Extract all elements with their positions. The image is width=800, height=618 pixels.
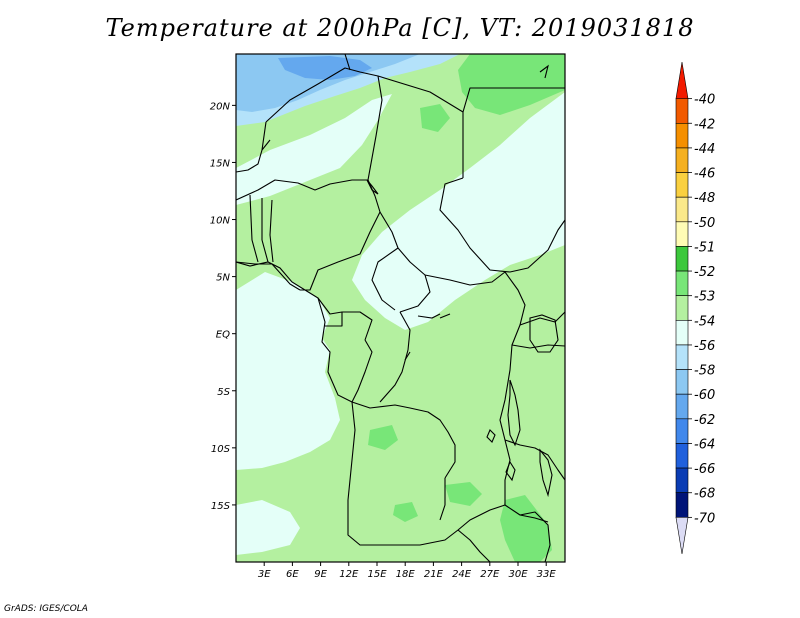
lat-tick-label: 10N [210, 216, 231, 227]
field-patch-south1 [445, 482, 482, 506]
colorbar-label: -53 [694, 290, 715, 305]
colorbar-swatch [675, 221, 689, 247]
colorbar-swatch [675, 418, 689, 444]
colorbar-label: -66 [694, 462, 715, 477]
lon-tick-label: 3E [258, 569, 271, 580]
colorbar-label: -60 [694, 388, 715, 403]
field-patch-south2 [500, 495, 552, 562]
lon-tick-label: 27E [480, 569, 500, 580]
colorbar-label: -68 [694, 487, 715, 502]
colorbar-swatch [675, 369, 689, 395]
lat-tick-label: 5N [216, 273, 230, 284]
field-north-medblue [278, 56, 372, 80]
field-sahel-cyan [236, 94, 392, 205]
colorbar-label: -48 [694, 191, 715, 206]
coastlines-lakes [236, 64, 559, 523]
colorbar-label: -50 [694, 216, 715, 231]
grads-credit: GrADS: IGES/COLA [4, 604, 88, 614]
colorbar-label: -46 [694, 167, 715, 182]
field-north-blue [236, 54, 420, 112]
colorbar-swatch [675, 492, 689, 518]
lat-tick-label: 15N [210, 158, 231, 169]
lon-tick-label: 21E [424, 569, 444, 580]
lat-tick-label: 5S [217, 387, 230, 398]
lat-tick-label: 20N [210, 101, 231, 112]
lon-tick-label: 24E [452, 569, 472, 580]
plot-frame [235, 53, 566, 563]
field-patch-northcentral [420, 104, 450, 132]
colorbar-swatch [675, 320, 689, 346]
colorbar-swatch [675, 517, 689, 555]
lon-tick-label: 9E [314, 569, 327, 580]
colorbar-swatch [675, 443, 689, 469]
lon-tick-label: 12E [339, 569, 359, 580]
field-northeast-cyan [352, 92, 565, 330]
map-title: Temperature at 200hPa [C], VT: 201903181… [105, 14, 695, 42]
colorbar-swatch [675, 147, 689, 173]
lon-tick-label: 33E [537, 569, 557, 580]
colorbar-label: -44 [694, 142, 715, 157]
lon-tick-label: 18E [396, 569, 416, 580]
field-south-cyan [236, 500, 300, 555]
colorbar-swatch [675, 393, 689, 420]
lat-tick-label: 15S [211, 501, 231, 512]
lon-tick-label: 15E [367, 569, 387, 580]
field-patch-north [458, 54, 565, 115]
colorbar-label: -58 [694, 364, 715, 379]
longitude-axis: 3E 6E 9E 12E 15E 18E 21E 24E 27E 30E 33E [258, 562, 557, 580]
plot-area [236, 54, 565, 562]
colorbar-swatch [675, 196, 689, 223]
colorbar-swatch [675, 172, 689, 198]
colorbar-swatch [675, 467, 689, 494]
colorbar-swatch [675, 122, 689, 149]
colorbar-label: -56 [694, 339, 715, 354]
colorbar-label: -42 [694, 117, 715, 132]
colorbar-label: -70 [694, 511, 715, 526]
lon-tick-label: 30E [508, 569, 528, 580]
field-ocean-cyan [236, 272, 340, 470]
lat-tick-label: 10S [211, 444, 231, 455]
colorbar-swatch [675, 295, 689, 321]
colorbar-swatch [675, 246, 689, 272]
lat-tick-label: EQ [216, 330, 230, 341]
field-patch-central [368, 425, 398, 450]
colorbar-label: -51 [694, 240, 715, 255]
colorbar-swatch [675, 344, 689, 370]
field-patch-south3 [393, 502, 418, 522]
colorbar-label: -54 [694, 314, 715, 329]
colorbar-label: -52 [694, 265, 715, 280]
latitude-axis: 20N 15N 10N 5N EQ 5S 10S 15S [210, 101, 236, 512]
colorbar-swatch [675, 61, 689, 99]
colorbar-swatch [675, 270, 689, 296]
lon-tick-label: 6E [286, 569, 299, 580]
colorbar-label: -62 [694, 413, 715, 428]
colorbar: -40 -42 -44 -46 -48 -50 -51 -52 -53 -54 -56 -58 -60 -… [675, 61, 715, 555]
colorbar-label: -40 [694, 93, 715, 108]
colorbar-label: -64 [694, 437, 715, 452]
colorbar-swatch [675, 98, 689, 124]
